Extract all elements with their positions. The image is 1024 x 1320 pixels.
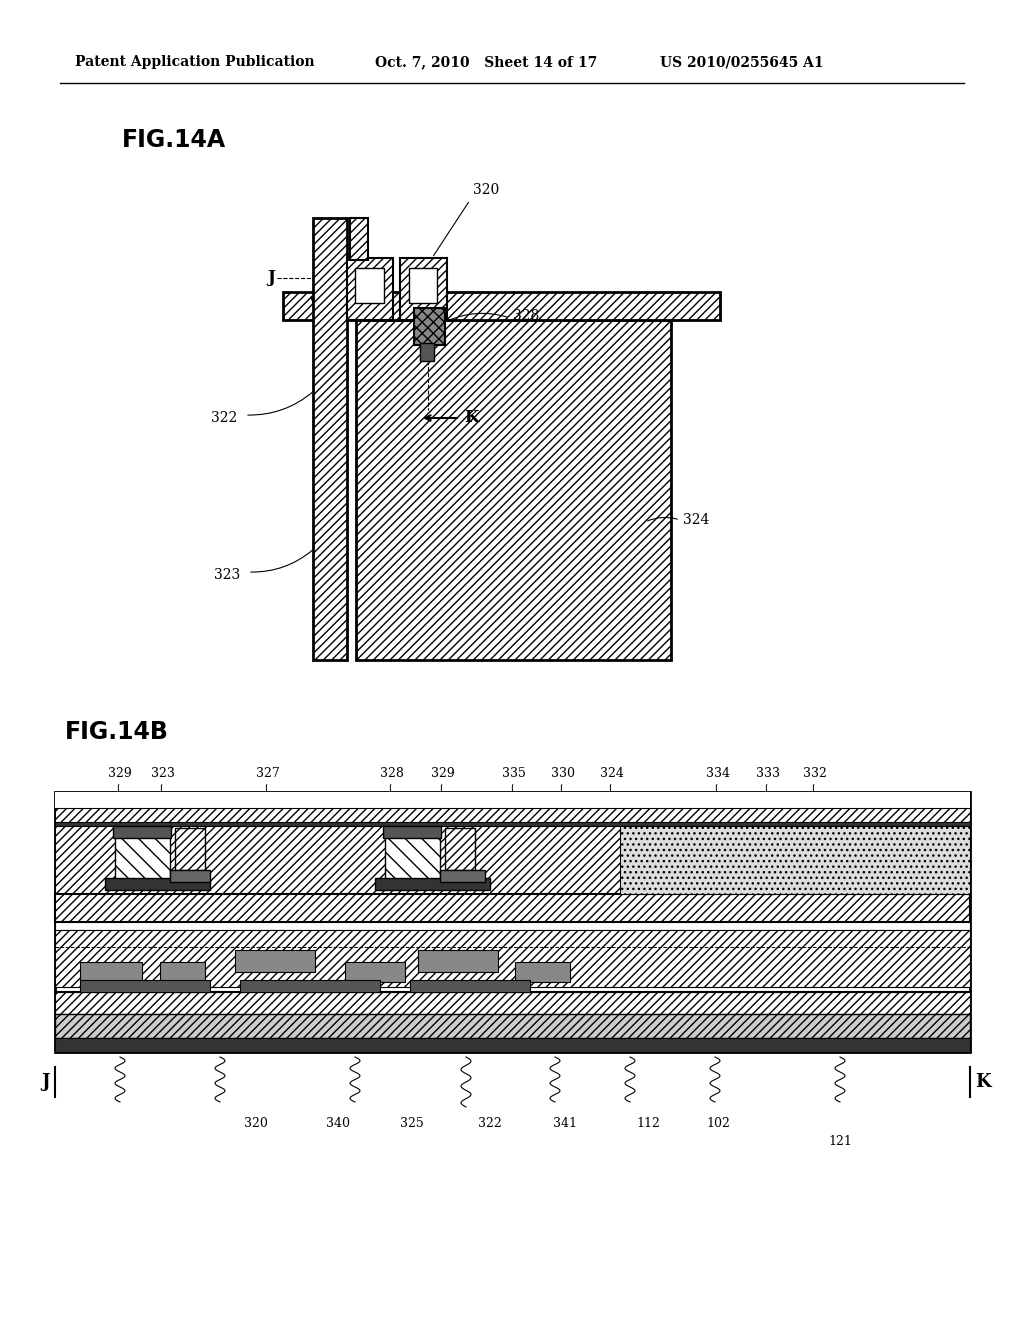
Text: 335: 335 bbox=[502, 767, 526, 780]
Bar bbox=[234, 950, 315, 972]
Bar bbox=[445, 828, 475, 870]
Bar bbox=[55, 792, 970, 808]
Bar bbox=[440, 870, 485, 882]
Bar bbox=[375, 878, 490, 890]
Text: 322: 322 bbox=[211, 411, 237, 425]
Bar bbox=[385, 828, 440, 882]
Text: 324: 324 bbox=[600, 767, 624, 780]
Text: K: K bbox=[464, 409, 478, 426]
Bar bbox=[350, 218, 368, 260]
Bar bbox=[55, 1038, 970, 1052]
Bar bbox=[55, 826, 970, 894]
Bar bbox=[55, 1014, 970, 1038]
Bar bbox=[55, 894, 970, 921]
Bar bbox=[418, 950, 498, 972]
Text: 334: 334 bbox=[706, 767, 730, 780]
Text: 323: 323 bbox=[214, 568, 240, 582]
Bar bbox=[313, 218, 347, 660]
Text: 324: 324 bbox=[683, 513, 710, 527]
Text: J: J bbox=[42, 1073, 50, 1092]
Text: J: J bbox=[267, 269, 275, 286]
Text: 333: 333 bbox=[756, 767, 780, 780]
Text: 332: 332 bbox=[803, 767, 827, 780]
Text: 341: 341 bbox=[553, 1117, 577, 1130]
Text: FIG.14A: FIG.14A bbox=[122, 128, 226, 152]
Text: 121: 121 bbox=[828, 1135, 852, 1148]
Text: 322: 322 bbox=[478, 1117, 502, 1130]
Text: Patent Application Publication: Patent Application Publication bbox=[75, 55, 314, 69]
Text: 329: 329 bbox=[431, 767, 455, 780]
Bar bbox=[175, 828, 205, 870]
Text: 320: 320 bbox=[244, 1117, 268, 1130]
Text: US 2010/0255645 A1: US 2010/0255645 A1 bbox=[660, 55, 823, 69]
Bar bbox=[356, 319, 671, 660]
Bar bbox=[55, 993, 970, 1014]
Bar bbox=[410, 979, 530, 993]
Text: 112: 112 bbox=[636, 1117, 659, 1130]
Bar bbox=[347, 257, 393, 319]
Text: Oct. 7, 2010   Sheet 14 of 17: Oct. 7, 2010 Sheet 14 of 17 bbox=[375, 55, 597, 69]
Bar bbox=[240, 979, 380, 993]
Text: 320: 320 bbox=[473, 183, 500, 197]
Text: 327: 327 bbox=[256, 767, 280, 780]
Bar bbox=[420, 343, 434, 360]
Bar bbox=[55, 792, 970, 1052]
Bar bbox=[105, 878, 210, 890]
Text: 328: 328 bbox=[513, 309, 540, 323]
Bar bbox=[355, 268, 384, 304]
Bar bbox=[160, 962, 205, 982]
Bar bbox=[620, 826, 970, 894]
Text: FIG.14B: FIG.14B bbox=[65, 719, 169, 744]
Bar bbox=[80, 979, 210, 993]
Text: 328: 328 bbox=[380, 767, 403, 780]
Bar bbox=[55, 931, 970, 987]
Text: 325: 325 bbox=[400, 1117, 424, 1130]
Text: 323: 323 bbox=[152, 767, 175, 780]
Text: 329: 329 bbox=[109, 767, 132, 780]
Bar bbox=[515, 962, 570, 982]
Bar bbox=[113, 826, 171, 838]
Text: K: K bbox=[975, 1073, 990, 1092]
Bar bbox=[345, 962, 406, 982]
Bar bbox=[55, 921, 970, 931]
Bar bbox=[80, 962, 142, 982]
Text: 330: 330 bbox=[551, 767, 575, 780]
Bar bbox=[414, 308, 445, 345]
Bar bbox=[400, 257, 447, 319]
Bar bbox=[409, 268, 437, 304]
Bar bbox=[383, 826, 441, 838]
Text: 340: 340 bbox=[326, 1117, 350, 1130]
Bar bbox=[115, 828, 170, 882]
Bar bbox=[55, 808, 970, 822]
Bar bbox=[283, 292, 720, 319]
Bar bbox=[170, 870, 210, 882]
Text: 102: 102 bbox=[707, 1117, 730, 1130]
Bar bbox=[55, 822, 970, 826]
